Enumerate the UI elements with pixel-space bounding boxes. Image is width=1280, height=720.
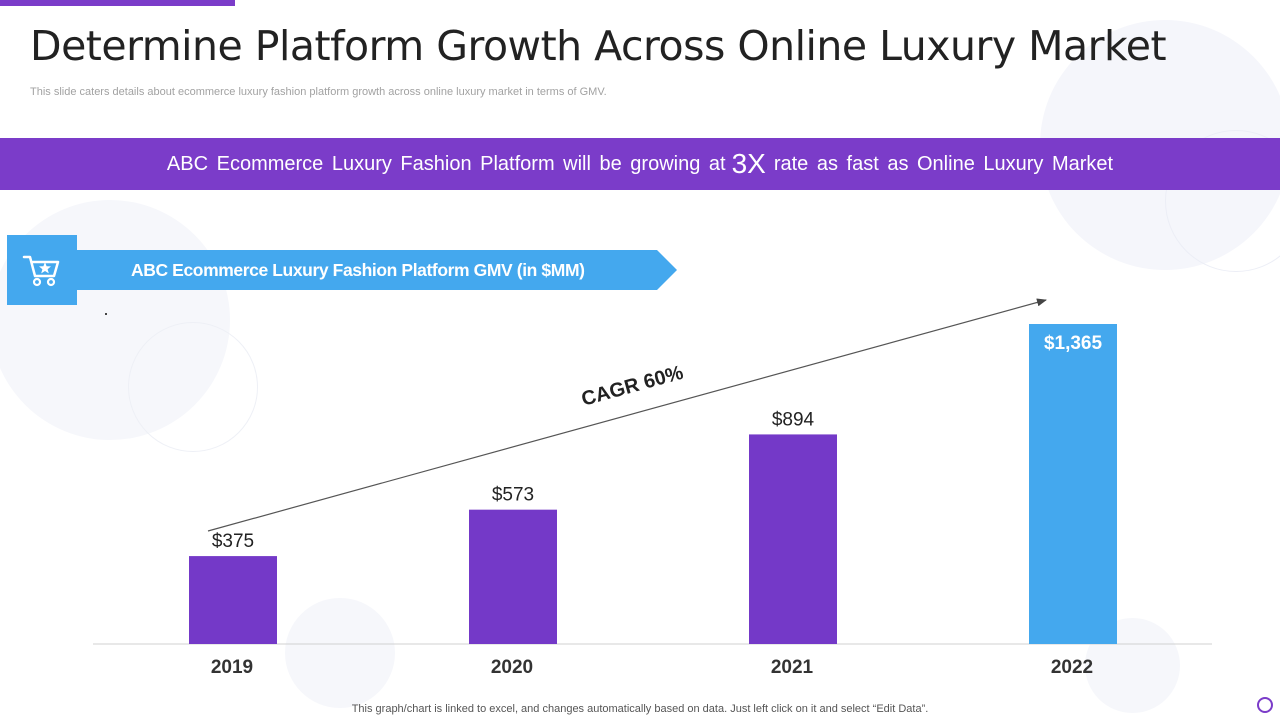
- shopping-cart-star-icon: [22, 255, 60, 287]
- chart-section-label-text: ABC Ecommerce Luxury Fashion Platform GM…: [131, 259, 585, 280]
- background-circle: [285, 598, 395, 708]
- category-label-2020: 2020: [491, 657, 533, 678]
- cart-icon-box: [7, 235, 77, 305]
- banner-text-after: rate as fast as Online Luxury Market: [773, 152, 1114, 175]
- headline-banner: ABC Ecommerce Luxury Fashion Platform wi…: [0, 138, 1280, 190]
- bar-2020[interactable]: [469, 509, 557, 644]
- top-accent-bar: [0, 0, 235, 6]
- page-subtitle: This slide caters details about ecommerc…: [30, 86, 607, 98]
- category-label-2019: 2019: [211, 657, 253, 678]
- bar-2019[interactable]: [189, 556, 277, 644]
- stray-dot: [105, 313, 107, 315]
- category-label-2021: 2021: [771, 657, 814, 678]
- corner-ring-decoration: [1257, 697, 1273, 713]
- page-title: Determine Platform Growth Across Online …: [30, 22, 1167, 70]
- banner-highlight: 3X: [731, 148, 766, 179]
- chart-section-label: ABC Ecommerce Luxury Fashion Platform GM…: [77, 250, 677, 290]
- data-label-2022: $1,365: [1044, 333, 1103, 354]
- banner-text-before: ABC Ecommerce Luxury Fashion Platform wi…: [166, 152, 726, 175]
- category-label-2022: 2022: [1051, 657, 1093, 678]
- data-label-2021: $894: [772, 409, 815, 430]
- bar-2021[interactable]: [749, 434, 837, 644]
- data-label-2019: $375: [212, 531, 254, 552]
- footer-note: This graph/chart is linked to excel, and…: [351, 703, 929, 715]
- bar-2022[interactable]: [1029, 324, 1117, 644]
- cagr-trend-arrow: [207, 298, 1047, 532]
- background-circle: [128, 322, 258, 452]
- data-label-2020: $573: [492, 485, 534, 506]
